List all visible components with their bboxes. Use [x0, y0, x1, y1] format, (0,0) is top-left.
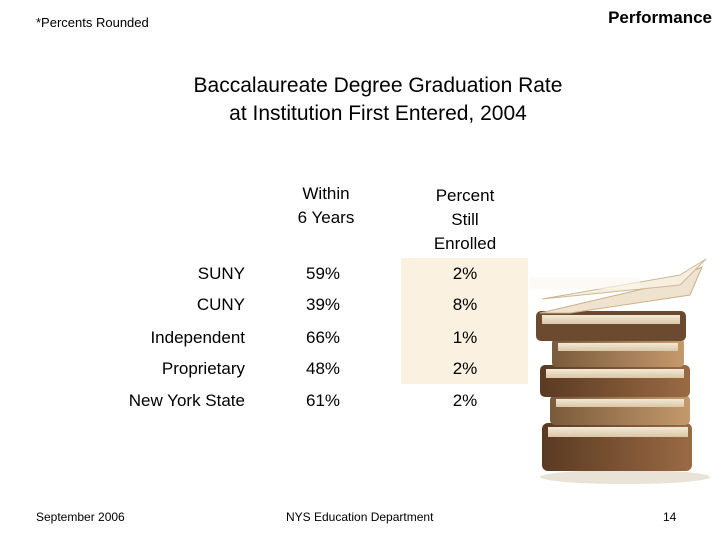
still-enrolled-highlight — [401, 258, 528, 384]
within-6-years-value: 39% — [306, 295, 341, 314]
footer-organization: NYS Education Department — [286, 510, 434, 524]
within-6-years-value: 59% — [306, 264, 341, 283]
still-enrolled-value: 2% — [452, 359, 478, 378]
header-within-6-years-line-1: Within — [302, 184, 350, 203]
stack-of-books-illustration — [530, 258, 710, 484]
still-enrolled-value: 2% — [452, 264, 478, 283]
header-within-6-years-line-2: 6 Years — [297, 208, 355, 227]
within-6-years-value: 66% — [306, 328, 341, 347]
header-percent-still-enrolled: Percent Still Enrolled — [404, 184, 526, 256]
slide-title-line-1: Baccalaureate Degree Graduation Rate — [193, 74, 563, 97]
header-percent-still-enrolled-line-1: Percent — [435, 186, 495, 205]
page-number: 14 — [663, 510, 677, 524]
slide-title-line-2: at Institution First Entered, 2004 — [229, 102, 527, 125]
still-enrolled-value: 1% — [452, 328, 478, 347]
row-label: New York State — [128, 391, 245, 410]
row-label: Proprietary — [161, 359, 245, 378]
row-label: Independent — [150, 328, 245, 347]
section-label: Performance — [608, 8, 712, 27]
within-6-years-value: 48% — [306, 359, 341, 378]
row-label: SUNY — [197, 264, 245, 283]
header-percent-still-enrolled-line-3: Enrolled — [433, 234, 497, 253]
within-6-years-value: 61% — [306, 391, 341, 410]
rounding-note: *Percents Rounded — [36, 15, 149, 30]
footer-date: September 2006 — [36, 510, 125, 524]
slide-title: Baccalaureate Degree Graduation Rate at … — [120, 72, 636, 128]
row-label: CUNY — [196, 295, 245, 314]
header-within-6-years: Within 6 Years — [270, 182, 382, 230]
still-enrolled-value: 8% — [452, 295, 478, 314]
header-percent-still-enrolled-line-2: Still — [451, 210, 479, 229]
still-enrolled-value: 2% — [452, 391, 478, 410]
